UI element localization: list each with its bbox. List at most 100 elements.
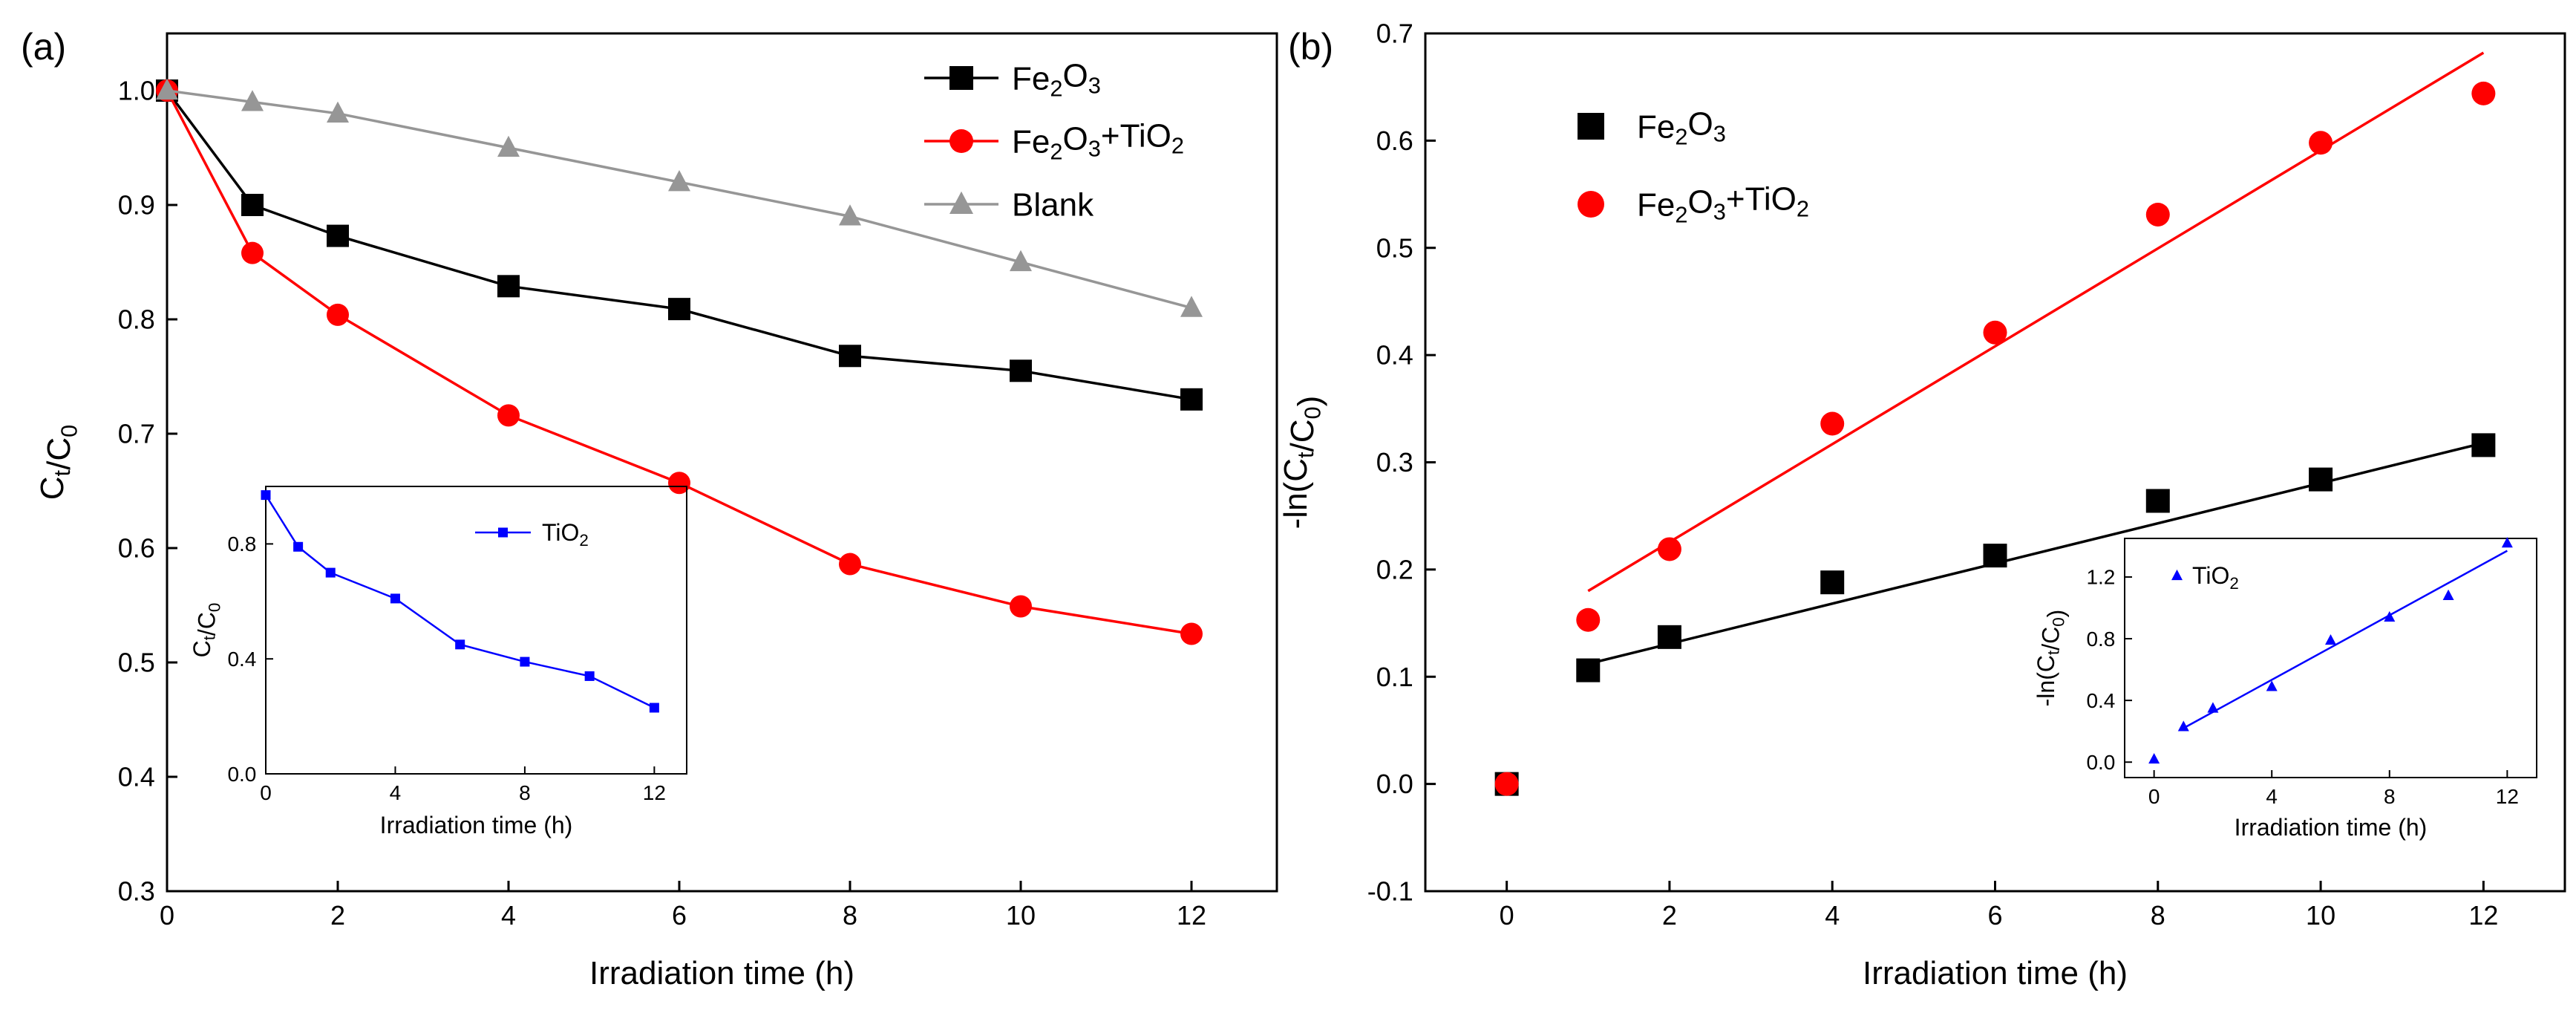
data-point xyxy=(497,275,520,298)
x-axis-label: Irradiation time (h) xyxy=(380,812,573,838)
legend-label: Blank xyxy=(1012,186,1094,223)
x-tick-label: 4 xyxy=(501,900,516,931)
legend-item: Fe2O3 xyxy=(924,57,1101,102)
plot-frame xyxy=(2124,538,2537,778)
legend-item: Fe2O3 xyxy=(1578,105,1726,150)
chart-a-inset: 0 4 8 12 0.0 0.4 0.8 Irradiation time (h) Ct/C0 T… xyxy=(189,486,687,838)
y-tick-label: 0.7 xyxy=(118,419,155,449)
legend-label: Fe2O3 xyxy=(1012,57,1101,101)
plot-frame xyxy=(1424,32,2566,893)
data-point xyxy=(839,553,861,576)
data-point xyxy=(497,404,520,427)
x-axis-label: Irradiation time (h) xyxy=(589,955,854,991)
data-point xyxy=(293,541,304,552)
x-tick-label: 10 xyxy=(1006,900,1036,931)
y-tick-label: 0.4 xyxy=(118,762,155,792)
data-point xyxy=(1494,772,1519,796)
data-point xyxy=(2309,467,2333,492)
series-line xyxy=(166,89,1192,401)
y-axis-label: -ln(Ct/C0) xyxy=(2033,610,2069,707)
data-point xyxy=(327,224,349,247)
y-tick-label: 0.0 xyxy=(2086,751,2115,774)
legend-item: TiO2 xyxy=(475,519,589,550)
data-point xyxy=(2442,589,2454,600)
x-tick-label: 12 xyxy=(643,781,666,804)
data-point xyxy=(668,170,690,192)
y-tick-label: 0.6 xyxy=(1376,126,1413,156)
y-axis-label: Ct/C0 xyxy=(34,425,82,500)
y-axis-label: Ct/C0 xyxy=(189,603,223,658)
data-point xyxy=(1576,658,1601,682)
legend-label: Fe2O3 xyxy=(1637,105,1726,149)
data-point xyxy=(2145,489,2170,513)
legend-label: Fe2O3+TiO2 xyxy=(1637,180,1809,227)
data-point xyxy=(2471,81,2496,105)
x-tick-label: 12 xyxy=(2496,785,2519,808)
x-tick-label: 0 xyxy=(2148,785,2160,808)
y-tick-label: 0.4 xyxy=(1376,340,1413,371)
y-tick-label: 1.2 xyxy=(2086,566,2115,589)
data-point xyxy=(1010,359,1032,382)
x-tick-label: 10 xyxy=(2306,900,2335,931)
data-point xyxy=(1180,622,1203,645)
series-line xyxy=(166,89,1192,310)
x-axis-label: Irradiation time (h) xyxy=(1863,955,2128,991)
y-tick-label: 0.9 xyxy=(118,190,155,221)
data-point xyxy=(2471,433,2496,457)
legend: TiO2 xyxy=(475,519,589,550)
chart-b-inset: 0 4 8 12 0.0 0.4 0.8 1.2 Irradiation time (h) -ln… xyxy=(2033,537,2537,841)
data-point xyxy=(2148,752,2160,764)
data-point xyxy=(241,90,264,111)
x-tick-label: 0 xyxy=(160,900,174,931)
y-tick-label: 0.6 xyxy=(118,533,155,564)
x-tick-label: 8 xyxy=(2151,900,2165,931)
data-point xyxy=(1983,544,2007,568)
data-point xyxy=(325,567,336,578)
chart-a-main: 0 2 4 6 8 10 12 0.3 0.4 0.5 0.6 0.7 0.8 0.9 1.0 Irradia… xyxy=(34,32,1278,991)
legend-label: TiO2 xyxy=(2192,562,2239,593)
data-point xyxy=(2325,634,2336,645)
legend-item: Fe2O3+TiO2 xyxy=(1578,180,1809,228)
fit-line xyxy=(1587,51,2485,593)
data-point xyxy=(839,204,861,226)
legend-label: TiO2 xyxy=(542,519,589,550)
x-tick-label: 0 xyxy=(260,781,272,804)
legend: TiO2 xyxy=(2171,562,2239,593)
data-point xyxy=(668,472,690,495)
data-point xyxy=(2384,610,2396,622)
data-point xyxy=(1657,537,1681,561)
y-tick-label: 0.0 xyxy=(1376,769,1413,799)
data-point xyxy=(1657,625,1681,649)
data-point xyxy=(1180,296,1203,317)
x-tick-label: 12 xyxy=(2468,900,2498,931)
series-line xyxy=(166,90,1192,636)
data-point xyxy=(1983,320,2007,345)
legend: Fe2O3 Fe2O3+TiO2 Blank xyxy=(924,57,1184,223)
y-tick-label: 0.4 xyxy=(227,648,256,671)
y-axis-label: -ln(Ct/C0) xyxy=(1278,396,1327,530)
y-tick-label: 0.0 xyxy=(227,763,256,786)
series-fe2o3-tio2 xyxy=(1494,51,2496,796)
legend-marker xyxy=(949,129,973,153)
data-point xyxy=(2177,720,2189,732)
plot-frame xyxy=(166,32,1278,893)
data-point xyxy=(2266,680,2278,691)
legend-item: Fe2O3+TiO2 xyxy=(924,117,1184,165)
y-tick-label: 0.3 xyxy=(118,876,155,907)
y-tick-label: 0.3 xyxy=(1376,447,1413,478)
x-tick-label: 6 xyxy=(1987,900,2002,931)
data-point xyxy=(327,303,349,326)
x-tick-label: 0 xyxy=(1500,900,1514,931)
y-tick-label: 0.4 xyxy=(2086,689,2115,712)
y-tick-label: 0.5 xyxy=(1376,232,1413,263)
x-tick-label: 2 xyxy=(330,900,345,931)
data-point xyxy=(497,135,520,157)
data-point xyxy=(1180,388,1203,411)
x-tick-label: 4 xyxy=(390,781,402,804)
legend-item: TiO2 xyxy=(2171,562,2239,593)
y-tick-label: 0.8 xyxy=(227,532,256,556)
data-point xyxy=(839,345,861,368)
data-point xyxy=(2207,702,2219,713)
y-tick-label: 0.8 xyxy=(118,304,155,335)
